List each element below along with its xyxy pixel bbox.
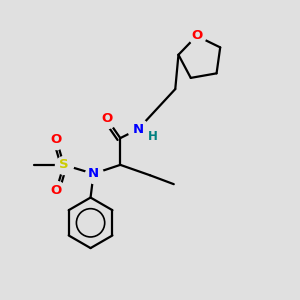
Text: N: N xyxy=(133,123,144,136)
Text: O: O xyxy=(191,29,202,42)
Text: S: S xyxy=(59,158,69,171)
Text: H: H xyxy=(148,130,158,143)
Text: O: O xyxy=(51,184,62,196)
Text: O: O xyxy=(101,112,112,125)
Text: O: O xyxy=(51,133,62,146)
Text: N: N xyxy=(88,167,99,180)
